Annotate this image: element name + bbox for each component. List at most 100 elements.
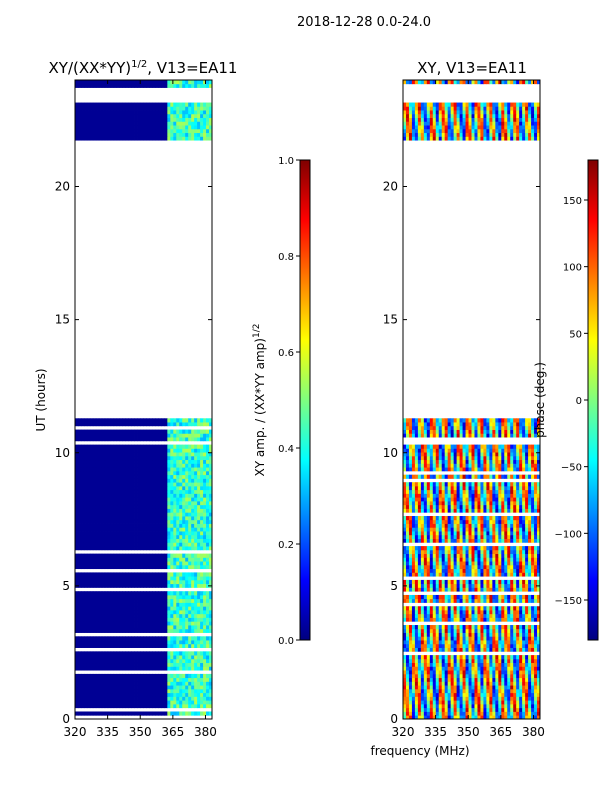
- heatmap-cell: [134, 583, 138, 588]
- heatmap-cell: [459, 628, 463, 633]
- heatmap-cell: [146, 546, 150, 551]
- heatmap-cell: [110, 136, 115, 141]
- heatmap-cell: [489, 673, 493, 679]
- heatmap-cell: [191, 613, 195, 618]
- heatmap-cell: [83, 474, 88, 479]
- heatmap-cell: [140, 538, 144, 543]
- heatmap-cell: [131, 493, 135, 498]
- heatmap-cell: [146, 125, 150, 130]
- heatmap-cell: [164, 564, 168, 570]
- heatmap-cell: [513, 670, 517, 675]
- heatmap-cell: [194, 121, 198, 126]
- heatmap-cell: [507, 715, 511, 719]
- heatmap-cell: [122, 467, 127, 472]
- heatmap-cell: [173, 538, 177, 543]
- heatmap-cell: [137, 640, 141, 645]
- heatmap-cell: [182, 628, 186, 633]
- heatmap-cell: [131, 444, 135, 449]
- heatmap-cell: [128, 418, 132, 423]
- heatmap-cell: [209, 609, 212, 615]
- heatmap-cell: [152, 636, 156, 641]
- heatmap-cell: [417, 688, 422, 694]
- heatmap-cell: [119, 564, 124, 570]
- heatmap-cell: [128, 463, 132, 468]
- heatmap-cell: [104, 470, 109, 476]
- heatmap-cell: [164, 508, 168, 513]
- heatmap-cell: [534, 670, 538, 675]
- heatmap-cell: [140, 591, 144, 596]
- heatmap-cell: [125, 497, 130, 502]
- heatmap-cell: [528, 625, 532, 630]
- heatmap-cell: [86, 703, 91, 709]
- heatmap-cell: [122, 538, 127, 543]
- heatmap-cell: [179, 504, 183, 509]
- heatmap-cell: [173, 606, 177, 611]
- heatmap-cell: [453, 643, 458, 648]
- heatmap-cell: [173, 433, 177, 438]
- heatmap-cell: [146, 538, 150, 543]
- heatmap-cell: [116, 489, 121, 494]
- heatmap-cell: [92, 444, 97, 449]
- heatmap-cell: [170, 651, 174, 656]
- heatmap-cell: [456, 696, 460, 701]
- heatmap-cell: [98, 512, 103, 517]
- heatmap-cell: [158, 531, 162, 536]
- heatmap-cell: [131, 542, 135, 547]
- heatmap-cell: [456, 711, 460, 716]
- heatmap-cell: [417, 703, 422, 709]
- heatmap-cell: [507, 673, 511, 679]
- heatmap-cell: [149, 452, 153, 457]
- heatmap-cell: [98, 531, 103, 536]
- heatmap-cell: [122, 463, 127, 468]
- heatmap-cell: [438, 670, 443, 675]
- heatmap-cell: [86, 110, 91, 115]
- heatmap-cell: [453, 707, 458, 712]
- heatmap-cell: [531, 662, 535, 667]
- heatmap-cell: [498, 707, 502, 712]
- heatmap-cell: [125, 651, 130, 656]
- heatmap-cell: [203, 467, 207, 472]
- heatmap-cell: [119, 132, 124, 137]
- heatmap-cell: [188, 677, 192, 682]
- heatmap-cell: [98, 534, 103, 539]
- heatmap-cell: [131, 640, 135, 645]
- heatmap-cell: [92, 113, 97, 118]
- heatmap-cell: [528, 711, 532, 716]
- heatmap-cell: [411, 711, 416, 716]
- heatmap-cell: [516, 617, 520, 622]
- heatmap-cell: [119, 617, 124, 622]
- heatmap-cell: [119, 433, 124, 438]
- heatmap-cell: [113, 504, 118, 509]
- heatmap-cell: [182, 470, 186, 476]
- heatmap-cell: [116, 500, 121, 506]
- heatmap-cell: [113, 493, 118, 498]
- heatmap-cell: [134, 121, 138, 126]
- heatmap-cell: [119, 576, 124, 581]
- heatmap-cell: [104, 602, 109, 607]
- heatmap-cell: [164, 527, 168, 532]
- heatmap-cell: [206, 617, 210, 622]
- heatmap-cell: [146, 613, 150, 618]
- heatmap-cell: [438, 613, 443, 618]
- heatmap-cell: [525, 703, 529, 709]
- heatmap-cell: [107, 591, 112, 596]
- heatmap-cell: [456, 647, 460, 652]
- heatmap-cell: [146, 557, 150, 562]
- heatmap-cell: [113, 677, 118, 682]
- heatmap-cell: [176, 433, 180, 438]
- heatmap-cell: [95, 482, 100, 487]
- heatmap-cell: [101, 658, 106, 664]
- heatmap-cell: [420, 673, 425, 679]
- heatmap-cell: [170, 564, 174, 570]
- heatmap-cell: [522, 707, 526, 712]
- heatmap-cell: [179, 606, 183, 611]
- heatmap-cell: [188, 516, 192, 521]
- heatmap-cell: [92, 485, 97, 491]
- heatmap-cell: [453, 613, 458, 618]
- heatmap-cell: [149, 546, 153, 551]
- heatmap-cell: [179, 561, 183, 566]
- heatmap-cell: [134, 508, 138, 513]
- heatmap-cell: [155, 688, 159, 694]
- heatmap-cell: [155, 485, 159, 491]
- heatmap-cell: [489, 640, 493, 645]
